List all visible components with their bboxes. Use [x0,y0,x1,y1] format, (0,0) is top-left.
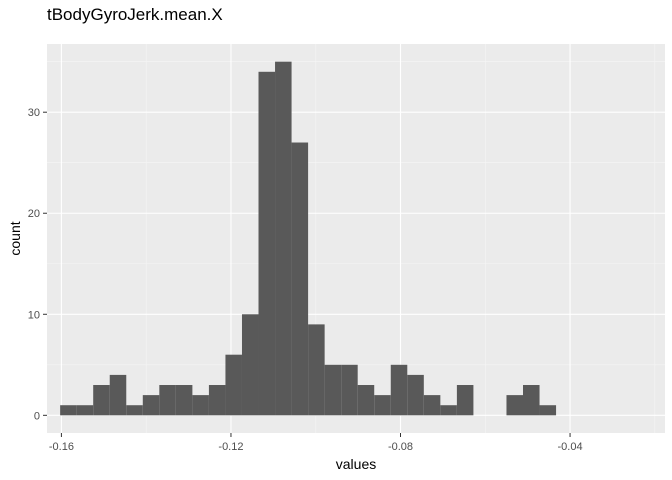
major-grid-lines [47,44,665,433]
histogram-bar [142,395,160,416]
x-tick-label: -0.12 [218,441,243,453]
y-tick-label: 30 [28,107,40,119]
histogram-bar [76,405,94,416]
histogram-bar [109,374,127,416]
histogram-bar [159,385,176,416]
histogram-bar [374,395,391,416]
histogram-bar [341,364,358,416]
histogram-bar [506,395,524,416]
x-tick-label: -0.16 [49,441,74,453]
histogram-bar [192,395,209,416]
chart-title: tBodyGyroJerk.mean.X [47,5,223,24]
histogram-bars [60,61,557,416]
histogram-bar [357,385,375,416]
histogram-bar [126,405,143,416]
x-tick-label: -0.08 [388,441,413,453]
y-tick-label: 10 [28,309,40,321]
histogram-bar [291,142,309,416]
histogram-bar [324,364,342,416]
histogram-bar [539,405,557,416]
y-axis-title: count [7,221,23,255]
histogram-bar [456,385,474,416]
histogram-bar [390,364,408,416]
y-tick-label: 0 [34,410,40,422]
x-axis-title: values [336,456,376,472]
histogram-bar [258,71,276,416]
minor-grid-lines [47,44,665,433]
histogram-bar [225,354,242,416]
x-axis: -0.16 -0.12 -0.08 -0.04 [49,433,583,453]
histogram-bar [440,405,457,416]
histogram-bar [523,385,540,416]
histogram-bar [407,374,424,416]
histogram-bar [308,324,325,416]
histogram-bar [175,385,193,416]
histogram-bar [423,395,441,416]
histogram-bar [275,61,292,416]
histogram-bar [60,405,77,416]
histogram-bar [241,314,259,416]
y-axis: 0 10 20 30 [28,107,47,422]
histogram-bar [93,385,110,416]
y-tick-label: 20 [28,208,40,220]
x-tick-label: -0.04 [558,441,583,453]
histogram-bar [208,385,226,416]
